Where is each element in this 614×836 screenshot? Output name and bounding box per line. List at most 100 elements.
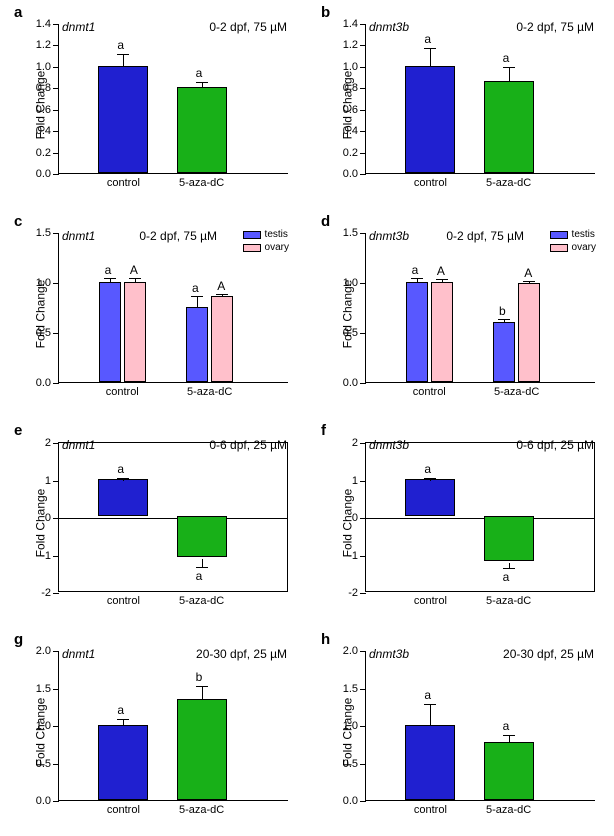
y-tick-label: 0.0 <box>36 168 51 180</box>
panel-letter: c <box>14 213 22 230</box>
error-cap <box>503 568 515 569</box>
y-tick-label: 1.0 <box>36 61 51 73</box>
y-tick <box>53 651 59 652</box>
significance-letter: a <box>117 38 124 52</box>
y-tick-label: 1 <box>45 475 51 487</box>
x-tick-label: control <box>106 386 139 398</box>
y-tick <box>360 233 366 234</box>
error-cap <box>196 82 208 83</box>
plot-area: 0.00.20.40.60.81.01.21.4acontrola5-aza-d… <box>365 24 595 174</box>
error-bar <box>123 54 124 67</box>
y-tick <box>360 443 366 444</box>
y-tick-label: 0.2 <box>36 147 51 159</box>
y-tick-label: 0.0 <box>36 377 51 389</box>
significance-letter: a <box>192 281 199 295</box>
significance-letter: a <box>196 66 203 80</box>
x-tick-label: control <box>414 177 447 189</box>
panel-letter: b <box>321 4 330 21</box>
significance-letter: a <box>105 263 112 277</box>
y-tick <box>360 24 366 25</box>
significance-letter: a <box>117 703 124 717</box>
bar-control <box>98 479 148 517</box>
significance-letter: a <box>424 32 431 46</box>
y-tick <box>53 801 59 802</box>
y-tick-label: 1.5 <box>343 227 358 239</box>
panel-letter: e <box>14 422 22 439</box>
x-tick-label: 5-aza-dC <box>179 595 224 607</box>
y-tick-label: 0.5 <box>343 327 358 339</box>
y-tick-label: 1.0 <box>343 277 358 289</box>
error-cap <box>424 48 436 49</box>
panel-f: fdnmt3b0-6 dpf, 25 µMFold Change-2-1012a… <box>307 418 614 627</box>
error-cap <box>411 278 423 279</box>
y-tick-label: 0 <box>352 512 358 524</box>
y-tick <box>360 67 366 68</box>
error-bar <box>430 704 431 727</box>
y-tick <box>360 174 366 175</box>
plot-area: -2-1012acontrola5-aza-dC <box>365 442 595 592</box>
significance-letter: b <box>196 670 203 684</box>
panel-h: hdnmt3b20-30 dpf, 25 µMFold Change0.00.5… <box>307 627 614 836</box>
y-tick-label: 1.2 <box>36 39 51 51</box>
error-cap <box>424 478 436 479</box>
y-tick-label: 2.0 <box>343 645 358 657</box>
y-tick-label: 1.0 <box>343 720 358 732</box>
error-bar <box>202 686 203 700</box>
y-tick <box>53 153 59 154</box>
x-tick-label: 5-aza-dC <box>486 804 531 816</box>
bar <box>493 322 515 382</box>
bar <box>124 282 146 382</box>
error-cap <box>117 54 129 55</box>
y-tick-label: 1.4 <box>343 18 358 30</box>
panel-b: bdnmt3b0-2 dpf, 75 µMFold Change0.00.20.… <box>307 0 614 209</box>
y-tick <box>53 233 59 234</box>
y-tick-label: 0.0 <box>343 795 358 807</box>
error-cap <box>117 719 129 720</box>
significance-letter: A <box>437 264 445 278</box>
y-tick <box>53 131 59 132</box>
y-tick <box>360 45 366 46</box>
bar-control <box>405 479 455 517</box>
error-bar <box>509 735 510 743</box>
y-tick-label: 0.5 <box>36 327 51 339</box>
bar-treatment <box>177 516 227 557</box>
bar-treatment <box>177 699 227 800</box>
error-bar <box>202 559 203 567</box>
y-tick-label: 0.0 <box>36 795 51 807</box>
error-cap <box>216 294 228 295</box>
y-tick-label: 0.0 <box>343 168 358 180</box>
error-bar <box>197 296 198 308</box>
y-tick-label: 1.0 <box>343 61 358 73</box>
y-tick-label: 0.8 <box>343 82 358 94</box>
bar-treatment <box>484 742 534 801</box>
y-tick <box>360 556 366 557</box>
panel-letter: g <box>14 631 23 648</box>
significance-letter: A <box>524 266 532 280</box>
y-tick <box>360 651 366 652</box>
y-tick-label: -2 <box>41 587 51 599</box>
y-tick <box>53 726 59 727</box>
error-cap <box>104 278 116 279</box>
significance-letter: a <box>412 263 419 277</box>
significance-letter: a <box>503 719 510 733</box>
y-tick <box>53 45 59 46</box>
y-tick <box>53 333 59 334</box>
bar <box>186 307 208 382</box>
bar-treatment <box>484 516 534 561</box>
y-tick <box>360 689 366 690</box>
y-tick <box>360 801 366 802</box>
y-tick <box>53 689 59 690</box>
significance-letter: a <box>503 570 510 584</box>
y-tick <box>360 383 366 384</box>
x-tick-label: control <box>414 595 447 607</box>
bar <box>431 282 453 382</box>
error-bar <box>123 719 124 727</box>
y-tick-label: 0.6 <box>343 104 358 116</box>
error-cap <box>503 67 515 68</box>
significance-letter: a <box>117 462 124 476</box>
x-tick-label: 5-aza-dC <box>187 386 232 398</box>
error-cap <box>129 278 141 279</box>
plot-area: 0.00.51.01.5aAcontrolbA5-aza-dC <box>365 233 595 383</box>
zero-line <box>59 518 287 519</box>
y-tick-label: 1.2 <box>343 39 358 51</box>
